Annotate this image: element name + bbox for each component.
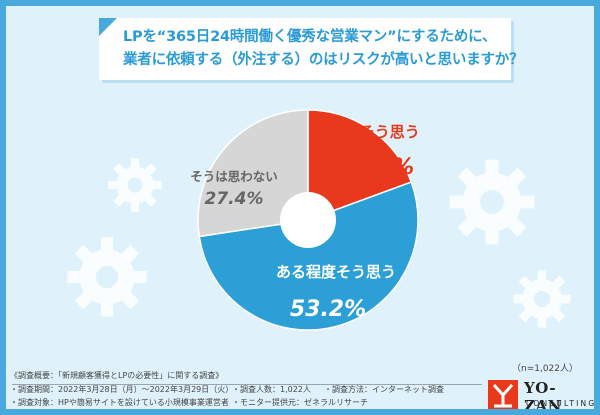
donut-chart: とてもそう思う 19.4% ある程度そう思う 53.2% そうは思わない 27.4%: [190, 109, 420, 331]
value-not-really: 27.4%: [205, 189, 264, 209]
question-title-line-2: 業者に依頼する（外注する）のはリスクが高いと思いますか？: [123, 52, 524, 68]
survey-method: ・調査方法：インターネット調査: [324, 385, 444, 394]
question-title: LPを“365日24時間働く優秀な営業マン”にするために、 業者に依頼する（外注…: [99, 18, 524, 80]
gear-icon: [513, 270, 571, 328]
logo-mark: [488, 380, 518, 409]
label-somewhat: ある程度そう思う: [276, 263, 396, 281]
company-logo: YO-ZAN CONSULTING: [488, 378, 597, 415]
value-somewhat: 53.2%: [290, 297, 366, 322]
gear-icon: [108, 158, 162, 212]
gear-icon: [67, 237, 147, 317]
value-very-much: 19.4%: [338, 155, 414, 180]
donut-hole: [280, 192, 336, 248]
survey-provider: ・モニター提供元：ゼネラルリサーチ: [232, 398, 368, 407]
sample-size-label: （n=1,022人）: [511, 364, 578, 374]
question-title-line-1: LPを“365日24時間働く優秀な営業マン”にするために、: [123, 29, 497, 45]
survey-count: ・調査人数：1,022人: [232, 385, 311, 394]
slice-very-much: [307, 109, 413, 222]
survey-overview: 《調査概要：「新規顧客獲得とLPの必要性」に関する調査》: [10, 371, 224, 380]
label-very-much: とてもそう思う: [316, 123, 420, 141]
survey-target: ・調査対象：HPや簡易サイトを設けている小規模事業運営者: [10, 398, 229, 407]
slice-somewhat: [198, 181, 419, 331]
logo-subtitle: CONSULTING: [526, 399, 597, 408]
gear-icon: [449, 159, 535, 245]
footer-divider: [12, 384, 482, 385]
slice-not-really: [197, 109, 309, 238]
logo-name: YO-ZAN: [524, 379, 562, 415]
survey-period: ・調査期間：2022年3月28日（月）〜2022年3月29日（火）: [10, 385, 234, 394]
label-not-really: そうは思わない: [190, 169, 278, 184]
